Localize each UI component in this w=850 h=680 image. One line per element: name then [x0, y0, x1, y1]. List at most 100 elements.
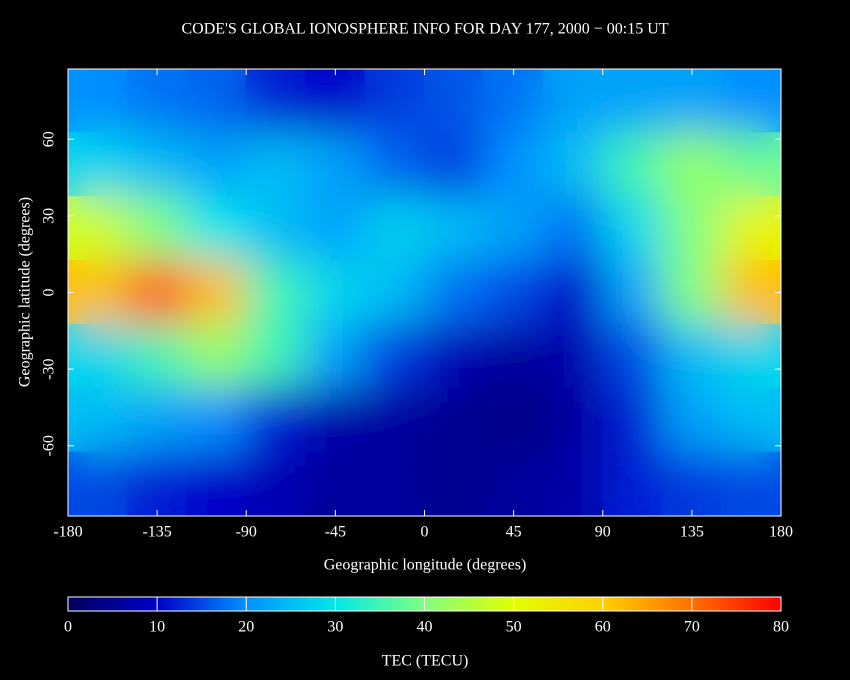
tec-cell	[661, 451, 723, 516]
tec-cell	[245, 451, 307, 516]
tec-cell	[424, 260, 485, 325]
map-area	[68, 69, 781, 516]
tec-cell	[364, 69, 425, 134]
tec-cell	[661, 132, 723, 198]
tec-cell	[483, 260, 544, 325]
tec-cell	[483, 196, 544, 262]
tec-cell	[186, 323, 247, 389]
tec-cell	[721, 132, 781, 198]
tec-cell	[364, 387, 425, 453]
colorbar-tick-label: 50	[506, 619, 522, 636]
y-tick-label: 0	[41, 289, 58, 297]
tec-cell	[305, 387, 366, 453]
tec-cell	[305, 260, 366, 325]
tec-cell	[68, 196, 128, 262]
tec-cell	[245, 323, 307, 389]
colorbar-tick-label: 20	[238, 619, 254, 636]
y-tick-label: 30	[41, 208, 58, 224]
tec-cell	[721, 196, 781, 262]
colorbar-tick-label: 10	[149, 619, 165, 636]
tec-cell	[424, 451, 485, 516]
y-tick-label: -30	[41, 358, 58, 379]
tec-cell	[542, 323, 604, 389]
tec-cell	[424, 132, 485, 198]
tec-cell	[721, 323, 781, 389]
colorbar-tick-label: 60	[595, 619, 611, 636]
tec-cell	[364, 323, 425, 389]
tec-cell	[542, 451, 604, 516]
colorbar-tick-label: 0	[64, 619, 72, 636]
tec-cell	[721, 451, 781, 516]
colorbar-tick-label: 80	[773, 619, 789, 636]
tec-cell	[424, 323, 485, 389]
tec-cell	[305, 323, 366, 389]
tec-cell	[245, 260, 307, 325]
colorbar-label: TEC (TECU)	[382, 653, 469, 670]
tec-cell	[305, 132, 366, 198]
x-tick-label: -180	[53, 524, 82, 541]
tec-cell	[542, 69, 604, 134]
tec-cell	[186, 69, 247, 134]
tec-cell	[364, 132, 425, 198]
tec-cell	[483, 387, 544, 453]
tec-cell	[186, 260, 247, 325]
tec-cell	[542, 132, 604, 198]
tec-cell	[721, 387, 781, 453]
tec-cell	[602, 260, 663, 325]
tec-cell	[424, 196, 485, 262]
tec-cell	[186, 132, 247, 198]
tec-cell	[305, 451, 366, 516]
tec-cell	[661, 323, 723, 389]
tec-cell	[424, 69, 485, 134]
tec-cell	[68, 323, 128, 389]
tec-cell	[305, 196, 366, 262]
chart-title: CODE'S GLOBAL IONOSPHERE INFO FOR DAY 17…	[181, 21, 668, 38]
tec-cell	[602, 451, 663, 516]
y-tick-label: 60	[41, 131, 58, 147]
tec-cell	[126, 323, 188, 389]
colorbar-tick-label: 70	[684, 619, 700, 636]
tec-cell	[186, 387, 247, 453]
x-tick-label: 45	[506, 524, 522, 541]
tec-cell	[126, 69, 188, 134]
tec-cell	[602, 69, 663, 134]
tec-cell	[68, 260, 128, 325]
tec-cell	[661, 260, 723, 325]
tec-cell	[305, 69, 366, 134]
tec-cell	[602, 196, 663, 262]
x-axis-label: Geographic longitude (degrees)	[324, 557, 527, 574]
y-tick-label: -60	[41, 435, 58, 456]
tec-cell	[126, 451, 188, 516]
x-tick-label: 90	[595, 524, 611, 541]
tec-cell	[661, 196, 723, 262]
tec-cell	[186, 196, 247, 262]
tec-cell	[424, 387, 485, 453]
tec-cell	[721, 260, 781, 325]
tec-cell	[126, 132, 188, 198]
tec-cell	[483, 132, 544, 198]
tec-cell	[602, 132, 663, 198]
tec-cell	[68, 132, 128, 198]
tec-cell	[245, 132, 307, 198]
tec-cell	[364, 196, 425, 262]
tec-cell	[483, 69, 544, 134]
tec-cell	[68, 451, 128, 516]
tec-cell	[364, 451, 425, 516]
tec-cell	[661, 387, 723, 453]
tec-cell	[126, 260, 188, 325]
tec-cell	[364, 260, 425, 325]
x-tick-label: 135	[680, 524, 704, 541]
tec-cell	[126, 387, 188, 453]
colorbar-tick-label: 40	[417, 619, 433, 636]
tec-cell	[68, 69, 128, 134]
tec-cell	[245, 69, 307, 134]
tec-cell	[661, 69, 723, 134]
tec-cell	[245, 387, 307, 453]
tec-cell	[542, 260, 604, 325]
map-cells-smooth	[68, 69, 781, 516]
y-axis-label: Geographic latitude (degrees)	[17, 197, 34, 387]
tec-cell	[721, 69, 781, 134]
tec-cell	[602, 387, 663, 453]
colorbar-tick-label: 30	[327, 619, 343, 636]
